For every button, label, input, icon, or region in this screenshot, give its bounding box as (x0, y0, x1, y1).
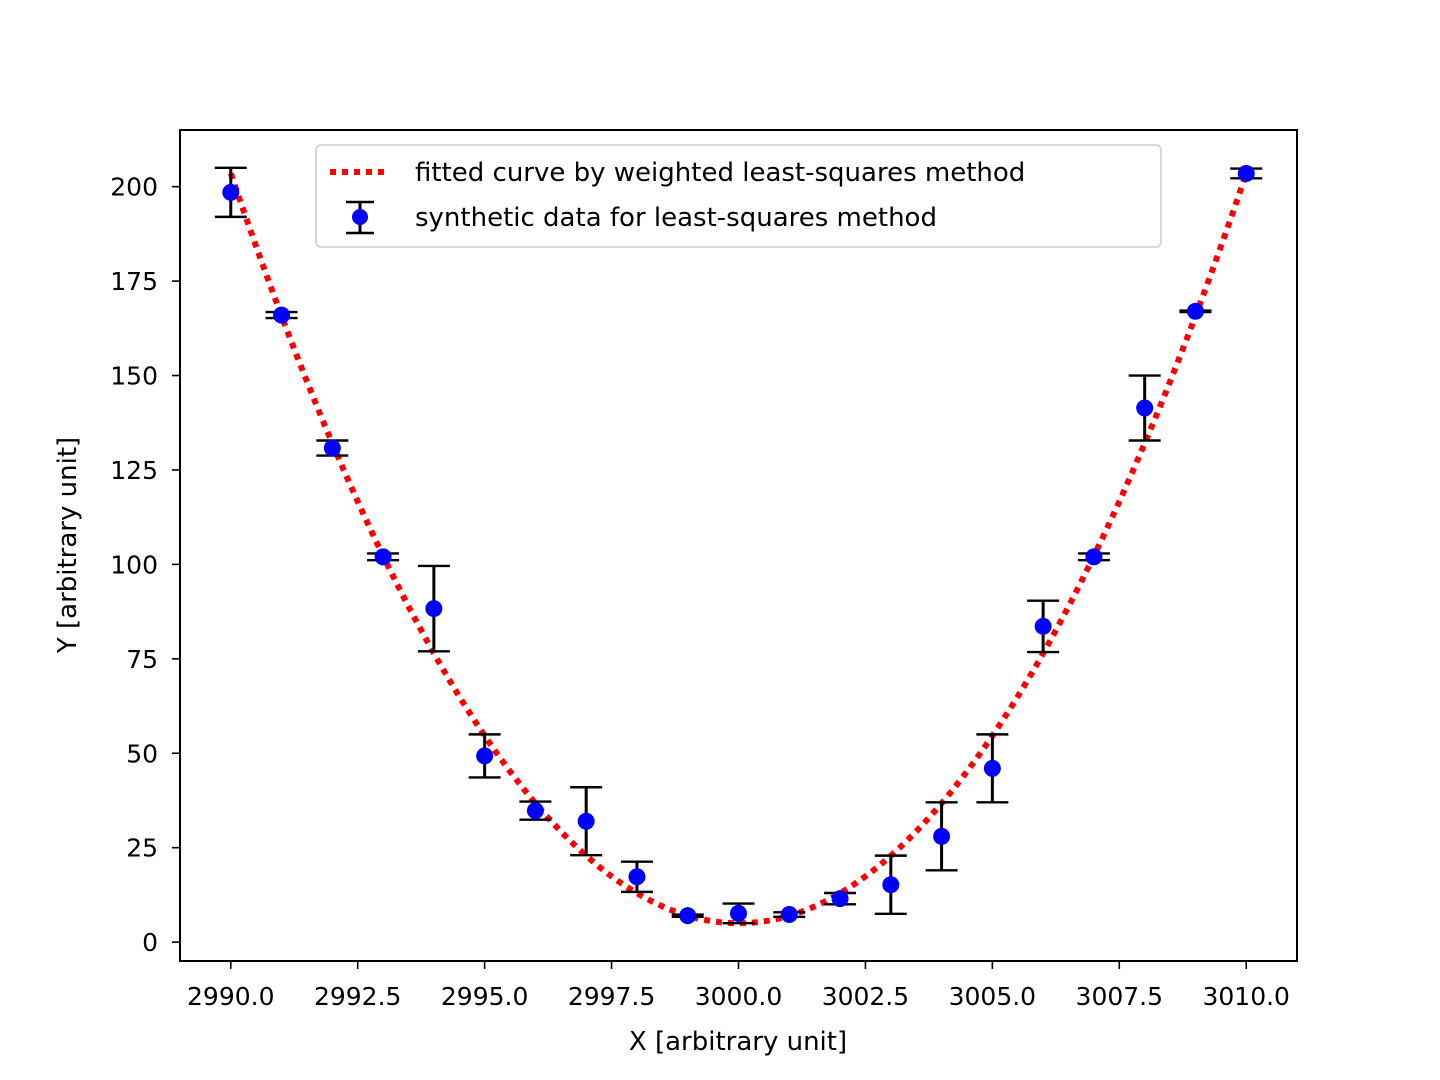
data-point (367, 548, 400, 566)
y-tick-label: 75 (126, 645, 158, 674)
data-marker (730, 904, 747, 922)
data-point (671, 907, 704, 925)
legend-label-synthetic-data: synthetic data for least-squares method (415, 203, 937, 233)
data-point (265, 306, 298, 324)
data-marker (425, 600, 443, 618)
data-marker (1136, 399, 1154, 417)
data-marker (526, 802, 544, 820)
data-point (925, 801, 958, 872)
y-tick-label: 50 (126, 739, 158, 768)
data-marker (1034, 617, 1052, 635)
y-tick-label: 100 (110, 550, 158, 579)
data-point (417, 564, 450, 653)
axis-ticks: 2990.0 2992.5 2995.0 2997.5 3000.0 3002.5 3005… (110, 173, 1290, 1011)
y-tick-label: 125 (110, 456, 158, 485)
data-point (722, 902, 755, 925)
data-marker (374, 548, 392, 566)
data-point (824, 890, 857, 908)
y-tick-label: 150 (110, 362, 158, 391)
x-tick-label: 2992.5 (314, 982, 401, 1011)
y-axis-label: Y [arbitrary unit] (53, 437, 83, 654)
x-tick-label: 3002.5 (822, 982, 909, 1011)
data-point (1179, 302, 1212, 320)
data-marker (1085, 548, 1103, 566)
data-point (1077, 548, 1110, 566)
data-point (1128, 374, 1161, 442)
x-tick-label: 3007.5 (1076, 982, 1163, 1011)
data-marker (273, 306, 291, 324)
y-tick-label: 25 (126, 834, 158, 863)
legend-swatch-marker (352, 209, 368, 225)
data-point (620, 860, 653, 894)
plot-area (214, 164, 1263, 927)
data-marker (577, 812, 595, 830)
data-marker (831, 890, 849, 908)
legend-box (315, 144, 1162, 248)
x-axis-label: X [arbitrary unit] (629, 1027, 847, 1057)
fitted-curve-line (227, 172, 1250, 927)
data-point (468, 733, 501, 779)
legend-label-fitted-curve: fitted curve by weighted least-squares m… (415, 158, 1025, 188)
data-marker (882, 876, 900, 894)
data-point (214, 166, 247, 219)
data-marker (476, 747, 494, 765)
data-point (874, 854, 907, 915)
data-marker (1237, 164, 1255, 182)
y-tick-label: 200 (110, 173, 158, 202)
data-point (1027, 599, 1060, 654)
data-marker (983, 759, 1001, 777)
data-point (773, 906, 806, 924)
data-marker (679, 907, 697, 925)
x-tick-label: 3010.0 (1202, 982, 1289, 1011)
data-marker (1186, 302, 1204, 320)
x-tick-label: 2995.0 (441, 982, 528, 1011)
x-tick-label: 2997.5 (568, 982, 655, 1011)
data-point (1230, 164, 1263, 182)
y-tick-label: 0 (142, 928, 158, 957)
data-marker (780, 906, 798, 924)
x-tick-label: 2990.0 (187, 982, 274, 1011)
y-tick-label: 175 (110, 267, 158, 296)
x-tick-label: 3000.0 (695, 982, 782, 1011)
data-point (316, 439, 349, 457)
x-tick-label: 3005.0 (949, 982, 1036, 1011)
data-marker (933, 827, 951, 845)
legend: fitted curve by weighted least-squares m… (315, 144, 1162, 248)
data-marker (323, 439, 341, 457)
data-point (976, 733, 1009, 804)
data-marker (222, 183, 240, 201)
data-marker (628, 868, 646, 886)
axes-frame (179, 129, 1298, 962)
data-point (570, 786, 603, 857)
data-point (519, 800, 552, 821)
